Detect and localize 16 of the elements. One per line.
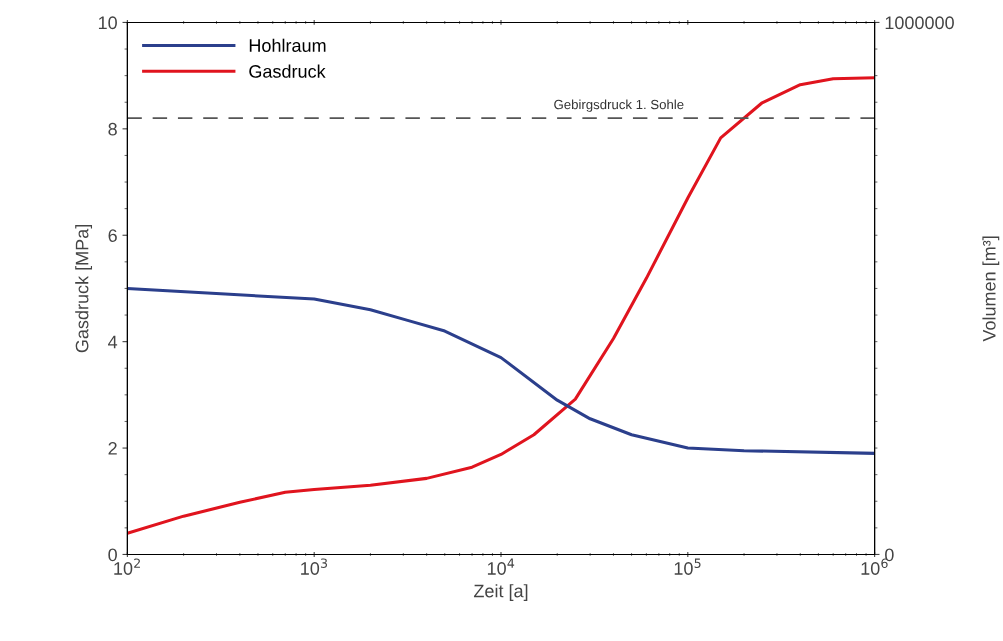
y-tick-label: 4	[108, 335, 118, 349]
y-tick-label: 2	[108, 441, 117, 455]
y-tick-label: 0	[108, 548, 117, 562]
y-tick-label: 6	[108, 229, 117, 242]
y2-axis-title: Volumen [m³]	[982, 236, 1000, 342]
y-tick-label: 8	[108, 122, 117, 136]
y2-tick-label: 1000000	[885, 16, 954, 30]
x-tick-label: 10$^{3}$	[301, 558, 328, 575]
legend-label: Gasdruck	[249, 64, 326, 78]
x-tick-label: 10$^{4}$	[487, 558, 515, 575]
x-axis-title: Zeit [a]	[473, 584, 528, 601]
ref-line-label: Gebirgsdruck 1. Sohle	[554, 99, 684, 112]
x-tick-label: 10$^{5}$	[674, 558, 701, 575]
y-axis-title: Gasdruck [MPa]	[75, 225, 93, 353]
legend-label: Hohlraum	[249, 38, 326, 52]
y-tick-label: 10	[98, 16, 117, 30]
